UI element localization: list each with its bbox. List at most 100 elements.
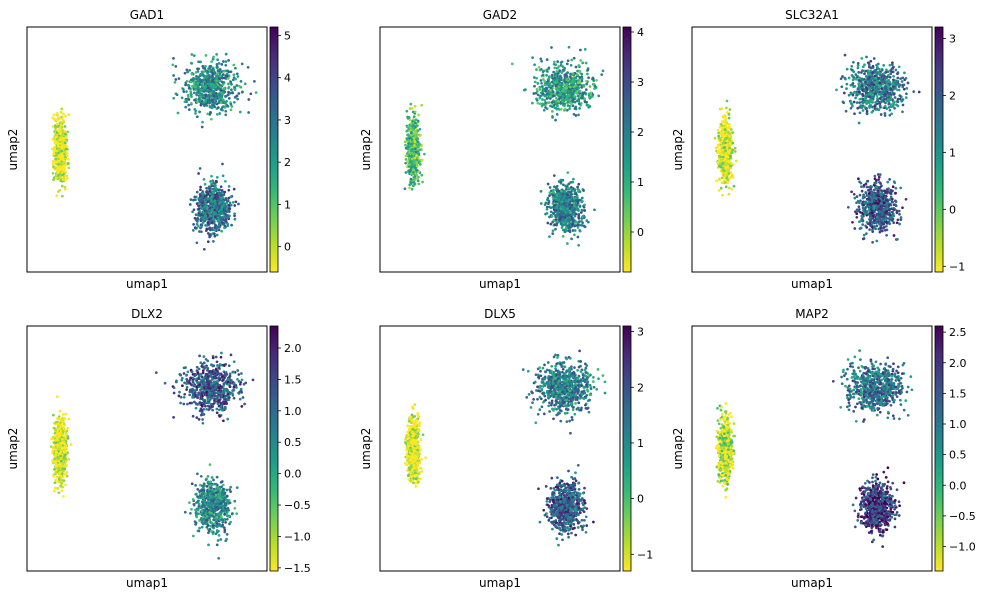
point-left xyxy=(65,145,69,149)
point-upper-right xyxy=(539,94,542,98)
point-upper-right xyxy=(552,60,556,64)
point-upper-right xyxy=(215,53,218,56)
point-lower-right xyxy=(578,229,582,232)
point-upper-right xyxy=(549,88,552,92)
point-upper-right xyxy=(217,101,221,105)
point-lower-right xyxy=(565,193,569,197)
point-upper-right xyxy=(207,74,211,77)
point-lower-right xyxy=(545,212,549,215)
point-left xyxy=(406,115,409,119)
point-lower-right xyxy=(570,193,574,196)
point-lower-right xyxy=(562,183,565,187)
point-left xyxy=(716,161,720,164)
point-lower-right xyxy=(228,207,231,210)
point-upper-right xyxy=(873,104,877,108)
point-lower-right xyxy=(208,189,211,193)
point-upper-right xyxy=(535,97,538,101)
point-lower-right xyxy=(561,192,565,196)
point-left xyxy=(60,163,63,166)
point-upper-right xyxy=(188,68,192,72)
point-lower-right xyxy=(219,185,223,189)
point-lower-right xyxy=(208,228,212,232)
point-left xyxy=(716,143,720,147)
point-upper-right xyxy=(563,73,567,77)
colorbar-tick-label: 3 xyxy=(284,114,291,127)
point-lower-right xyxy=(191,229,195,232)
point-upper-right xyxy=(556,100,560,103)
point-upper-right xyxy=(566,71,570,74)
point-upper-right xyxy=(194,88,198,92)
point-left xyxy=(59,123,63,127)
point-upper-right xyxy=(213,105,217,109)
point-upper-right xyxy=(539,68,543,71)
point-upper-right xyxy=(584,88,588,91)
point-left xyxy=(727,192,731,196)
point-upper-right xyxy=(861,92,865,96)
point-upper-right xyxy=(586,68,590,72)
point-lower-right xyxy=(195,190,199,194)
point-left xyxy=(719,186,723,190)
point-lower-right xyxy=(567,182,571,186)
point-upper-right xyxy=(176,111,180,115)
point-upper-right xyxy=(235,72,239,76)
point-lower-right xyxy=(548,194,551,197)
point-lower-right xyxy=(202,247,206,251)
point-lower-right xyxy=(234,200,238,204)
point-upper-right xyxy=(194,85,198,88)
point-upper-right xyxy=(883,112,887,115)
point-upper-right xyxy=(580,77,584,81)
point-left xyxy=(411,126,415,130)
point-upper-right xyxy=(583,48,587,51)
point-upper-right xyxy=(234,77,238,81)
point-lower-right xyxy=(568,216,571,219)
point-upper-right xyxy=(580,75,584,79)
point-upper-right xyxy=(222,60,225,63)
point-left xyxy=(726,178,730,181)
point-upper-right xyxy=(220,80,224,84)
point-upper-right xyxy=(224,63,228,67)
point-lower-right xyxy=(569,190,573,194)
point-upper-right xyxy=(237,84,241,88)
point-upper-right xyxy=(543,83,547,87)
point-upper-right xyxy=(201,120,204,124)
point-upper-right xyxy=(171,63,175,67)
point-left xyxy=(727,151,731,155)
point-lower-right xyxy=(208,219,212,223)
colorbar-tick-label: 0 xyxy=(637,226,644,239)
point-upper-right xyxy=(236,75,240,78)
point-upper-right xyxy=(538,102,542,106)
point-left xyxy=(723,181,727,184)
point-lower-right xyxy=(200,225,203,229)
point-left xyxy=(412,168,415,172)
point-left xyxy=(63,141,67,145)
point-upper-right xyxy=(221,73,225,76)
point-upper-right xyxy=(858,111,862,115)
point-upper-right xyxy=(565,78,569,82)
point-upper-right xyxy=(559,102,562,105)
point-lower-right xyxy=(576,207,580,211)
point-left xyxy=(720,144,723,148)
point-upper-right xyxy=(579,48,582,52)
point-upper-right xyxy=(216,58,219,62)
point-upper-right xyxy=(215,77,219,80)
point-lower-right xyxy=(593,208,596,212)
point-lower-right xyxy=(561,203,564,206)
point-upper-right xyxy=(543,99,547,102)
point-upper-right xyxy=(215,113,219,116)
point-upper-right xyxy=(904,96,908,99)
point-upper-right xyxy=(566,100,570,104)
point-left xyxy=(730,172,733,176)
point-upper-right xyxy=(200,92,204,96)
point-lower-right xyxy=(548,191,552,194)
point-lower-right xyxy=(211,228,214,232)
point-left xyxy=(418,163,422,166)
point-upper-right xyxy=(872,57,876,60)
point-lower-right xyxy=(554,227,557,231)
point-lower-right xyxy=(214,186,218,190)
point-upper-right xyxy=(174,78,178,81)
point-upper-right xyxy=(891,104,895,108)
point-left xyxy=(61,141,65,145)
point-left xyxy=(54,157,58,161)
point-left xyxy=(60,149,63,153)
point-lower-right xyxy=(214,212,218,215)
